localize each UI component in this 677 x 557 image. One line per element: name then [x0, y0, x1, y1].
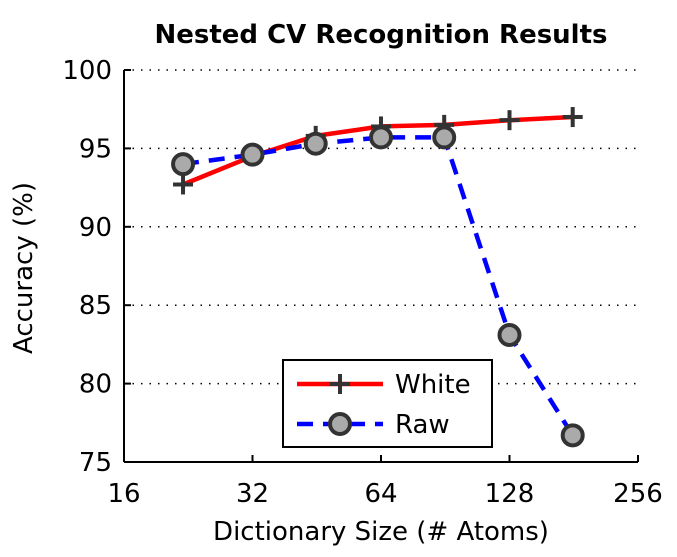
y-tick-label-75: 75	[79, 448, 112, 478]
legend-marker-raw	[328, 412, 352, 436]
data-point-white-5	[499, 110, 520, 131]
series-white	[173, 107, 583, 195]
grid	[124, 69, 638, 385]
series-layer	[171, 107, 585, 448]
legend-item-raw: Raw	[297, 410, 450, 440]
legend-box	[282, 359, 493, 448]
data-point-white-0	[173, 174, 194, 195]
axes: 75 80 85 90 95 100 16 32 64 128 256	[62, 56, 662, 509]
data-point-raw-5	[497, 322, 522, 347]
series-raw	[171, 125, 585, 448]
legend: White Raw	[282, 359, 493, 448]
data-point-raw-6	[560, 423, 585, 448]
x-tick-label-256: 256	[613, 479, 663, 509]
x-tick-label-32: 32	[236, 479, 269, 509]
legend-label-white: White	[395, 370, 471, 400]
x-tick-label-128: 128	[485, 479, 535, 509]
chart-title: Nested CV Recognition Results	[154, 20, 607, 50]
legend-label-raw: Raw	[395, 410, 450, 440]
data-point-raw-0	[171, 152, 196, 177]
data-point-raw-2	[303, 131, 328, 156]
y-tick-label-80: 80	[79, 370, 112, 400]
y-tick-label-90: 90	[79, 213, 112, 243]
y-tick-label-95: 95	[79, 134, 112, 164]
y-tick-label-85: 85	[79, 291, 112, 321]
data-point-raw-4	[432, 125, 457, 150]
legend-item-white: White	[297, 370, 471, 400]
x-tick-label-16: 16	[107, 479, 140, 509]
data-point-raw-1	[240, 142, 265, 167]
data-point-white-6	[562, 107, 583, 128]
x-tick-label-64: 64	[364, 479, 397, 509]
y-axis-label: Accuracy (%)	[9, 182, 39, 354]
x-axis-label: Dictionary Size (# Atoms)	[213, 517, 549, 547]
legend-marker-white	[330, 374, 350, 394]
data-point-raw-3	[369, 125, 393, 150]
y-tick-label-100: 100	[62, 56, 112, 86]
